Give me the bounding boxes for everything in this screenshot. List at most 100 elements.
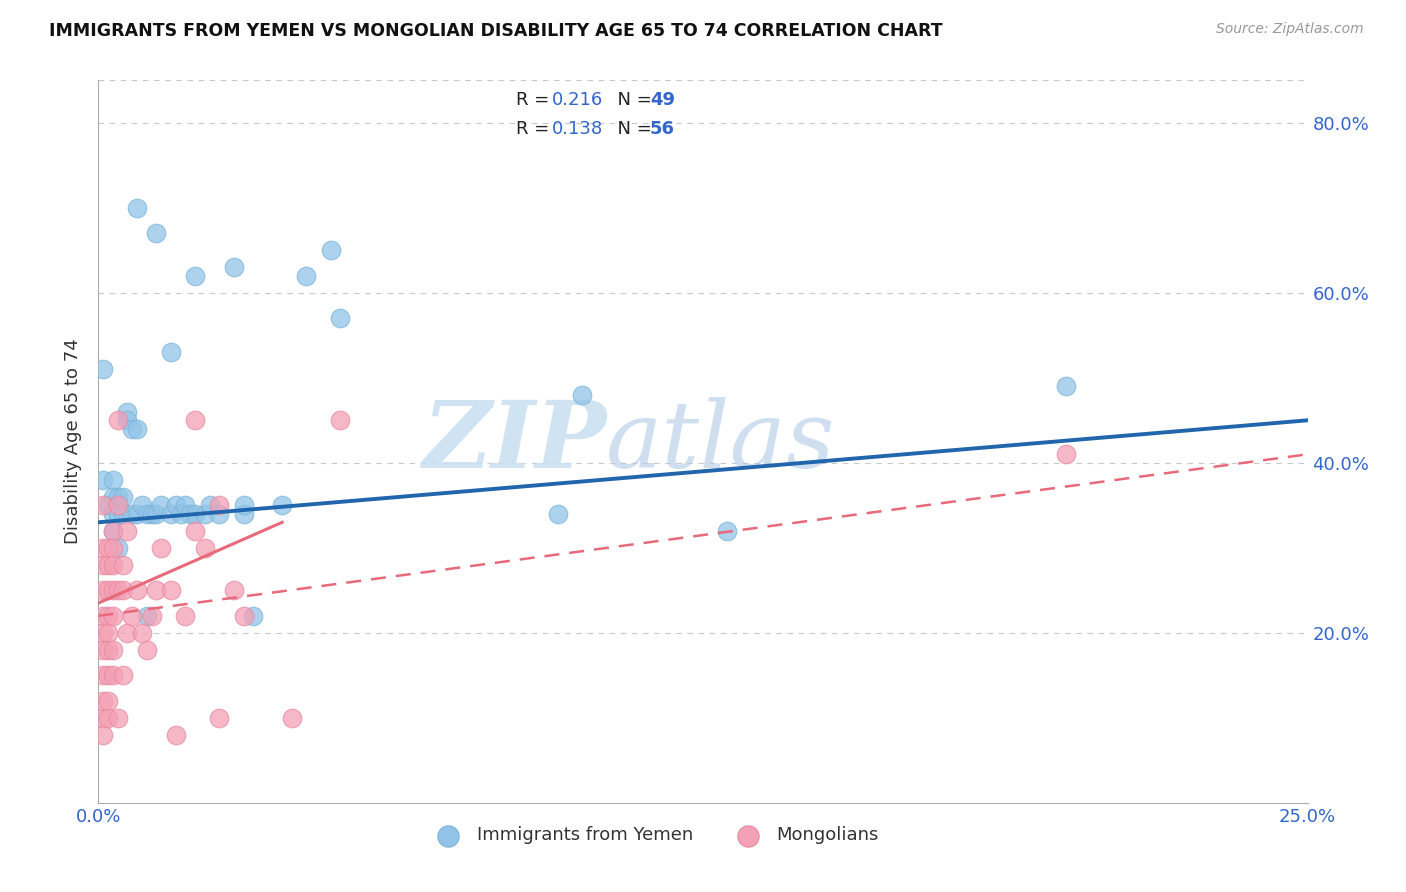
Point xyxy=(117,625,139,640)
Point xyxy=(160,583,183,598)
Point xyxy=(91,608,114,623)
Point xyxy=(101,642,124,657)
Point xyxy=(117,413,139,427)
Point xyxy=(319,244,342,258)
Point xyxy=(97,498,120,512)
Point xyxy=(91,625,114,640)
Point xyxy=(179,507,201,521)
Point xyxy=(91,668,114,682)
Point xyxy=(232,507,254,521)
Text: 49: 49 xyxy=(650,91,675,109)
Point xyxy=(91,694,114,708)
Point xyxy=(127,422,149,436)
Point xyxy=(208,711,231,725)
Point xyxy=(91,558,114,572)
Point xyxy=(194,507,217,521)
Point xyxy=(160,507,183,521)
Point xyxy=(174,498,197,512)
Point xyxy=(127,507,149,521)
Point xyxy=(145,227,167,241)
Point xyxy=(169,507,191,521)
Point xyxy=(135,642,157,657)
Point xyxy=(121,507,143,521)
Point xyxy=(145,583,167,598)
Point xyxy=(329,413,352,427)
Point xyxy=(107,711,129,725)
Point xyxy=(91,642,114,657)
Text: 0.138: 0.138 xyxy=(551,120,603,138)
Point xyxy=(184,413,207,427)
Point xyxy=(281,711,304,725)
Point xyxy=(184,507,207,521)
Point xyxy=(208,498,231,512)
Point xyxy=(111,668,134,682)
Point xyxy=(91,583,114,598)
Point xyxy=(131,625,153,640)
Point xyxy=(97,558,120,572)
Point xyxy=(1054,379,1077,393)
Text: N =: N = xyxy=(606,120,658,138)
Point xyxy=(91,362,114,376)
Point xyxy=(107,413,129,427)
Point xyxy=(242,608,264,623)
Point xyxy=(101,473,124,487)
Text: 0.216: 0.216 xyxy=(551,91,603,109)
Point xyxy=(145,507,167,521)
Point xyxy=(97,668,120,682)
Point xyxy=(101,524,124,538)
Point xyxy=(97,694,120,708)
Point xyxy=(127,201,149,215)
Point xyxy=(121,422,143,436)
Point xyxy=(150,498,173,512)
Point xyxy=(150,541,173,555)
Text: atlas: atlas xyxy=(606,397,835,486)
Point xyxy=(101,541,124,555)
Point xyxy=(101,583,124,598)
Point xyxy=(222,260,245,275)
Point xyxy=(101,490,124,504)
Point xyxy=(97,583,120,598)
Point xyxy=(111,490,134,504)
Text: 56: 56 xyxy=(650,120,675,138)
Point xyxy=(547,507,569,521)
Point xyxy=(271,498,294,512)
Point xyxy=(121,608,143,623)
Point xyxy=(208,507,231,521)
Point xyxy=(222,583,245,598)
Point xyxy=(141,608,163,623)
Point xyxy=(107,490,129,504)
Point xyxy=(184,268,207,283)
Point xyxy=(295,268,318,283)
Point xyxy=(135,608,157,623)
Point xyxy=(107,498,129,512)
Point xyxy=(135,507,157,521)
Point xyxy=(91,711,114,725)
Point xyxy=(165,498,187,512)
Point xyxy=(101,608,124,623)
Point xyxy=(111,507,134,521)
Text: R =: R = xyxy=(516,120,554,138)
Point xyxy=(117,524,139,538)
Text: N =: N = xyxy=(606,91,658,109)
Point xyxy=(91,728,114,742)
Point xyxy=(329,311,352,326)
Point xyxy=(91,473,114,487)
Point xyxy=(97,541,120,555)
Point xyxy=(101,558,124,572)
Point xyxy=(101,668,124,682)
Point xyxy=(101,524,124,538)
Point xyxy=(198,498,221,512)
Point xyxy=(91,541,114,555)
Point xyxy=(127,583,149,598)
Point xyxy=(111,583,134,598)
Text: Source: ZipAtlas.com: Source: ZipAtlas.com xyxy=(1216,22,1364,37)
Point xyxy=(174,608,197,623)
Point xyxy=(107,583,129,598)
Point xyxy=(1054,447,1077,461)
Point xyxy=(571,388,593,402)
Point xyxy=(165,728,187,742)
Point xyxy=(232,498,254,512)
Point xyxy=(101,507,124,521)
Y-axis label: Disability Age 65 to 74: Disability Age 65 to 74 xyxy=(65,339,83,544)
Point xyxy=(131,498,153,512)
